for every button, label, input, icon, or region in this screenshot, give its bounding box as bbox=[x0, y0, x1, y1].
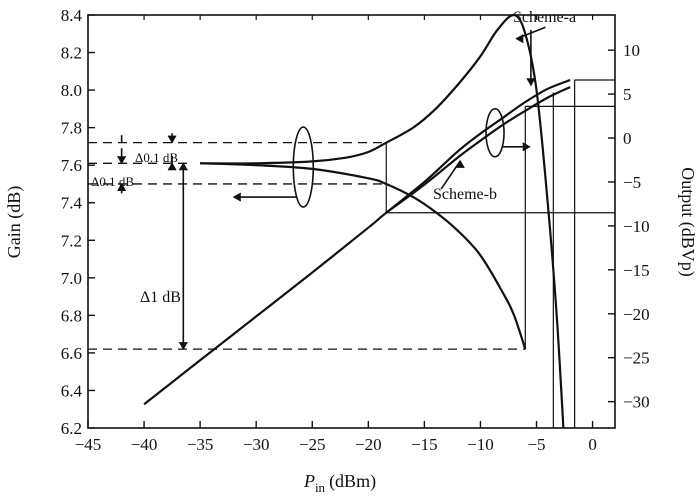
annotation-layer bbox=[117, 26, 546, 351]
delta-1-db-arrow-top bbox=[178, 162, 188, 171]
x-axis-label: Pin (dBm) bbox=[303, 471, 376, 495]
y-right-tick-label: −30 bbox=[623, 393, 650, 412]
y-left-tick-label: 7.8 bbox=[61, 119, 82, 138]
y-left-tick-label: 6.4 bbox=[61, 381, 83, 400]
y-left-tick-label: 7.2 bbox=[61, 231, 82, 250]
y-left-tick-label: 7.6 bbox=[61, 156, 82, 175]
y-right-tick-label: 5 bbox=[623, 85, 632, 104]
scheme-a-vertical-head bbox=[526, 78, 536, 87]
x-axis-label-unit: (dBm) bbox=[329, 471, 376, 492]
x-tick-label: −35 bbox=[187, 435, 214, 454]
delta-1-db-arrow-bottom bbox=[178, 341, 188, 351]
y-right-tick-label: 10 bbox=[623, 41, 640, 60]
delta-0-1-db-left-label: Δ0.1 dB bbox=[91, 174, 134, 189]
y-right-tick-label: −25 bbox=[623, 349, 650, 368]
gain-curves-group-ellipse bbox=[292, 126, 315, 208]
scheme-a-label: Scheme-a bbox=[513, 9, 576, 26]
delta-1-db-label: Δ1 dB bbox=[140, 289, 181, 306]
y-right-tick-label: −5 bbox=[623, 173, 641, 192]
x-axis-label-sub: in bbox=[315, 480, 326, 495]
scheme-a-leader-head bbox=[515, 34, 524, 44]
y-left-tick-label: 6.8 bbox=[61, 306, 82, 325]
x-tick-label: −10 bbox=[467, 435, 494, 454]
y-left-tick-label: 7.0 bbox=[61, 269, 82, 288]
output-axis-pointer-head bbox=[522, 142, 531, 152]
y-left-tick-label: 8.2 bbox=[61, 44, 82, 63]
y-right-tick-label: −10 bbox=[623, 217, 650, 236]
x-tick-label: −20 bbox=[355, 435, 382, 454]
y-left-axis-label: Gain (dB) bbox=[4, 186, 25, 258]
y-left-tick-label: 7.4 bbox=[61, 194, 83, 213]
axes: −45 −40 −35 −30 −25 −20 −15 −10 −5 0 6.2 6.4 6.6 6.8 7… bbox=[61, 6, 650, 454]
y-right-tick-label: −15 bbox=[623, 261, 650, 280]
scheme-b-label: Scheme-b bbox=[433, 186, 497, 203]
delta-0-1-db-top-label: Δ0.1 dB bbox=[135, 150, 178, 165]
y-right-tick-label: 0 bbox=[623, 129, 632, 148]
series-curves bbox=[143, 13, 571, 429]
x-axis-label-main: P bbox=[303, 471, 315, 491]
x-tick-label: −5 bbox=[527, 435, 545, 454]
delta-0-1-db-top-upper-head bbox=[167, 135, 177, 144]
reference-lines bbox=[88, 79, 615, 428]
y-right-axis-label: Output (dBVp) bbox=[677, 167, 698, 277]
series-line-4 bbox=[385, 86, 571, 214]
x-tick-label: 0 bbox=[588, 435, 597, 454]
x-tick-label: −25 bbox=[299, 435, 326, 454]
y-left-tick-label: 8.4 bbox=[61, 6, 83, 25]
gain-axis-pointer-head bbox=[232, 192, 242, 202]
x-tick-label: −45 bbox=[75, 435, 102, 454]
y-right-tick-label: −20 bbox=[623, 305, 650, 324]
series-line-2 bbox=[200, 162, 527, 350]
delta-0-1-db-top-lower-head bbox=[167, 162, 177, 171]
output-curves-group-ellipse bbox=[485, 107, 505, 158]
plot-frame bbox=[87, 14, 616, 429]
series-line-3 bbox=[143, 78, 571, 406]
y-left-tick-label: 8.0 bbox=[61, 81, 82, 100]
delta-0-1-db-left-lower-head bbox=[117, 182, 127, 192]
x-tick-label: −15 bbox=[411, 435, 438, 454]
x-tick-label: −40 bbox=[131, 435, 158, 454]
y-left-tick-label: 6.2 bbox=[61, 419, 82, 438]
series-line-1 bbox=[200, 13, 565, 429]
scheme-b-leader-head bbox=[455, 159, 465, 169]
x-tick-label: −30 bbox=[243, 435, 270, 454]
y-left-tick-label: 6.6 bbox=[61, 344, 82, 363]
